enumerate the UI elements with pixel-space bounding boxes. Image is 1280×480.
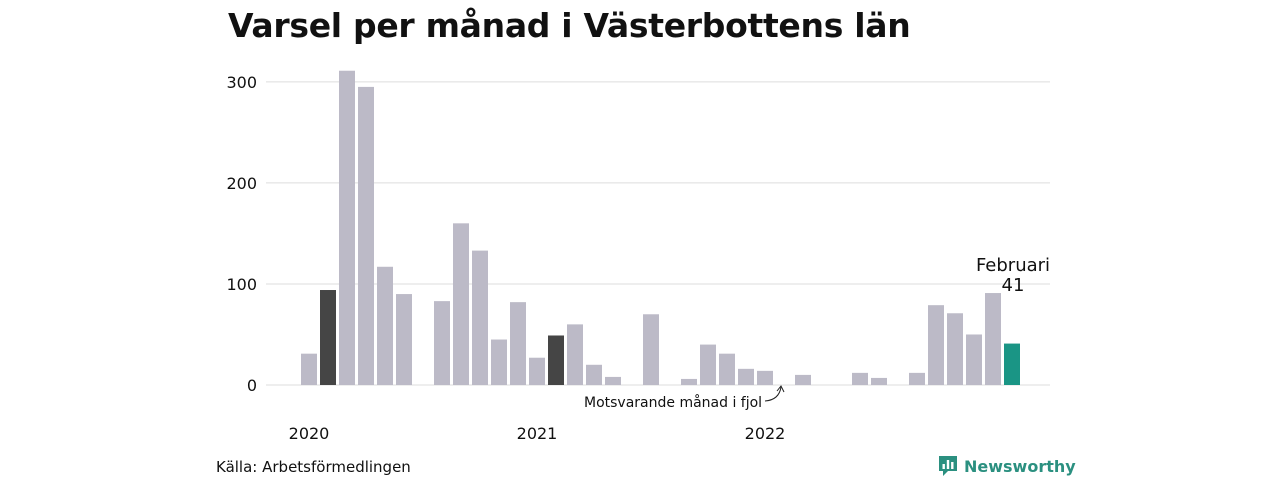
bar xyxy=(700,344,716,385)
x-tick-label: 2021 xyxy=(517,424,558,443)
bar xyxy=(909,372,925,385)
bar xyxy=(719,353,735,385)
bar xyxy=(947,313,963,385)
brand-name: Newsworthy xyxy=(964,456,1076,476)
y-tick-label: 300 xyxy=(226,73,257,92)
bar xyxy=(985,293,1001,385)
bar xyxy=(1004,343,1020,385)
y-axis-ticks: 0 100 200 300 xyxy=(226,73,257,395)
bar xyxy=(643,314,659,385)
bar xyxy=(548,335,564,385)
bar xyxy=(529,357,545,385)
y-tick-label: 100 xyxy=(226,275,257,294)
bar xyxy=(605,376,621,385)
chart-title: Varsel per månad i Västerbottens län xyxy=(228,6,911,45)
bar xyxy=(434,301,450,385)
bar xyxy=(738,368,754,385)
bar xyxy=(396,294,412,385)
x-axis-ticks: 2020 2021 2022 xyxy=(289,424,786,443)
bars xyxy=(301,70,1020,385)
bar xyxy=(795,374,811,385)
brand-logo: Newsworthy xyxy=(938,455,1076,477)
bar xyxy=(301,353,317,385)
x-tick-label: 2020 xyxy=(289,424,330,443)
y-tick-label: 200 xyxy=(226,174,257,193)
current-month-label: Februari xyxy=(976,255,1050,276)
bar xyxy=(377,266,393,385)
bar xyxy=(453,223,469,385)
newsworthy-logo-icon xyxy=(939,456,957,476)
x-tick-label: 2022 xyxy=(745,424,786,443)
current-value-label: 41 xyxy=(1002,275,1025,296)
bar xyxy=(852,372,868,385)
annotation-arrow xyxy=(764,386,782,402)
bar xyxy=(320,290,336,385)
bar xyxy=(567,324,583,385)
bar xyxy=(472,250,488,385)
annotation-arrowhead xyxy=(776,385,785,393)
bar xyxy=(510,302,526,385)
bar xyxy=(681,378,697,385)
bar xyxy=(928,305,944,385)
source-note: Källa: Arbetsförmedlingen xyxy=(216,458,411,476)
bar xyxy=(871,377,887,385)
bar xyxy=(757,370,773,385)
bar xyxy=(339,70,355,385)
bar xyxy=(966,334,982,385)
last-year-annotation: Motsvarande månad i fjol xyxy=(584,394,762,411)
y-tick-label: 0 xyxy=(247,376,257,395)
bar xyxy=(491,339,507,385)
bar xyxy=(586,364,602,385)
bar xyxy=(358,86,374,385)
